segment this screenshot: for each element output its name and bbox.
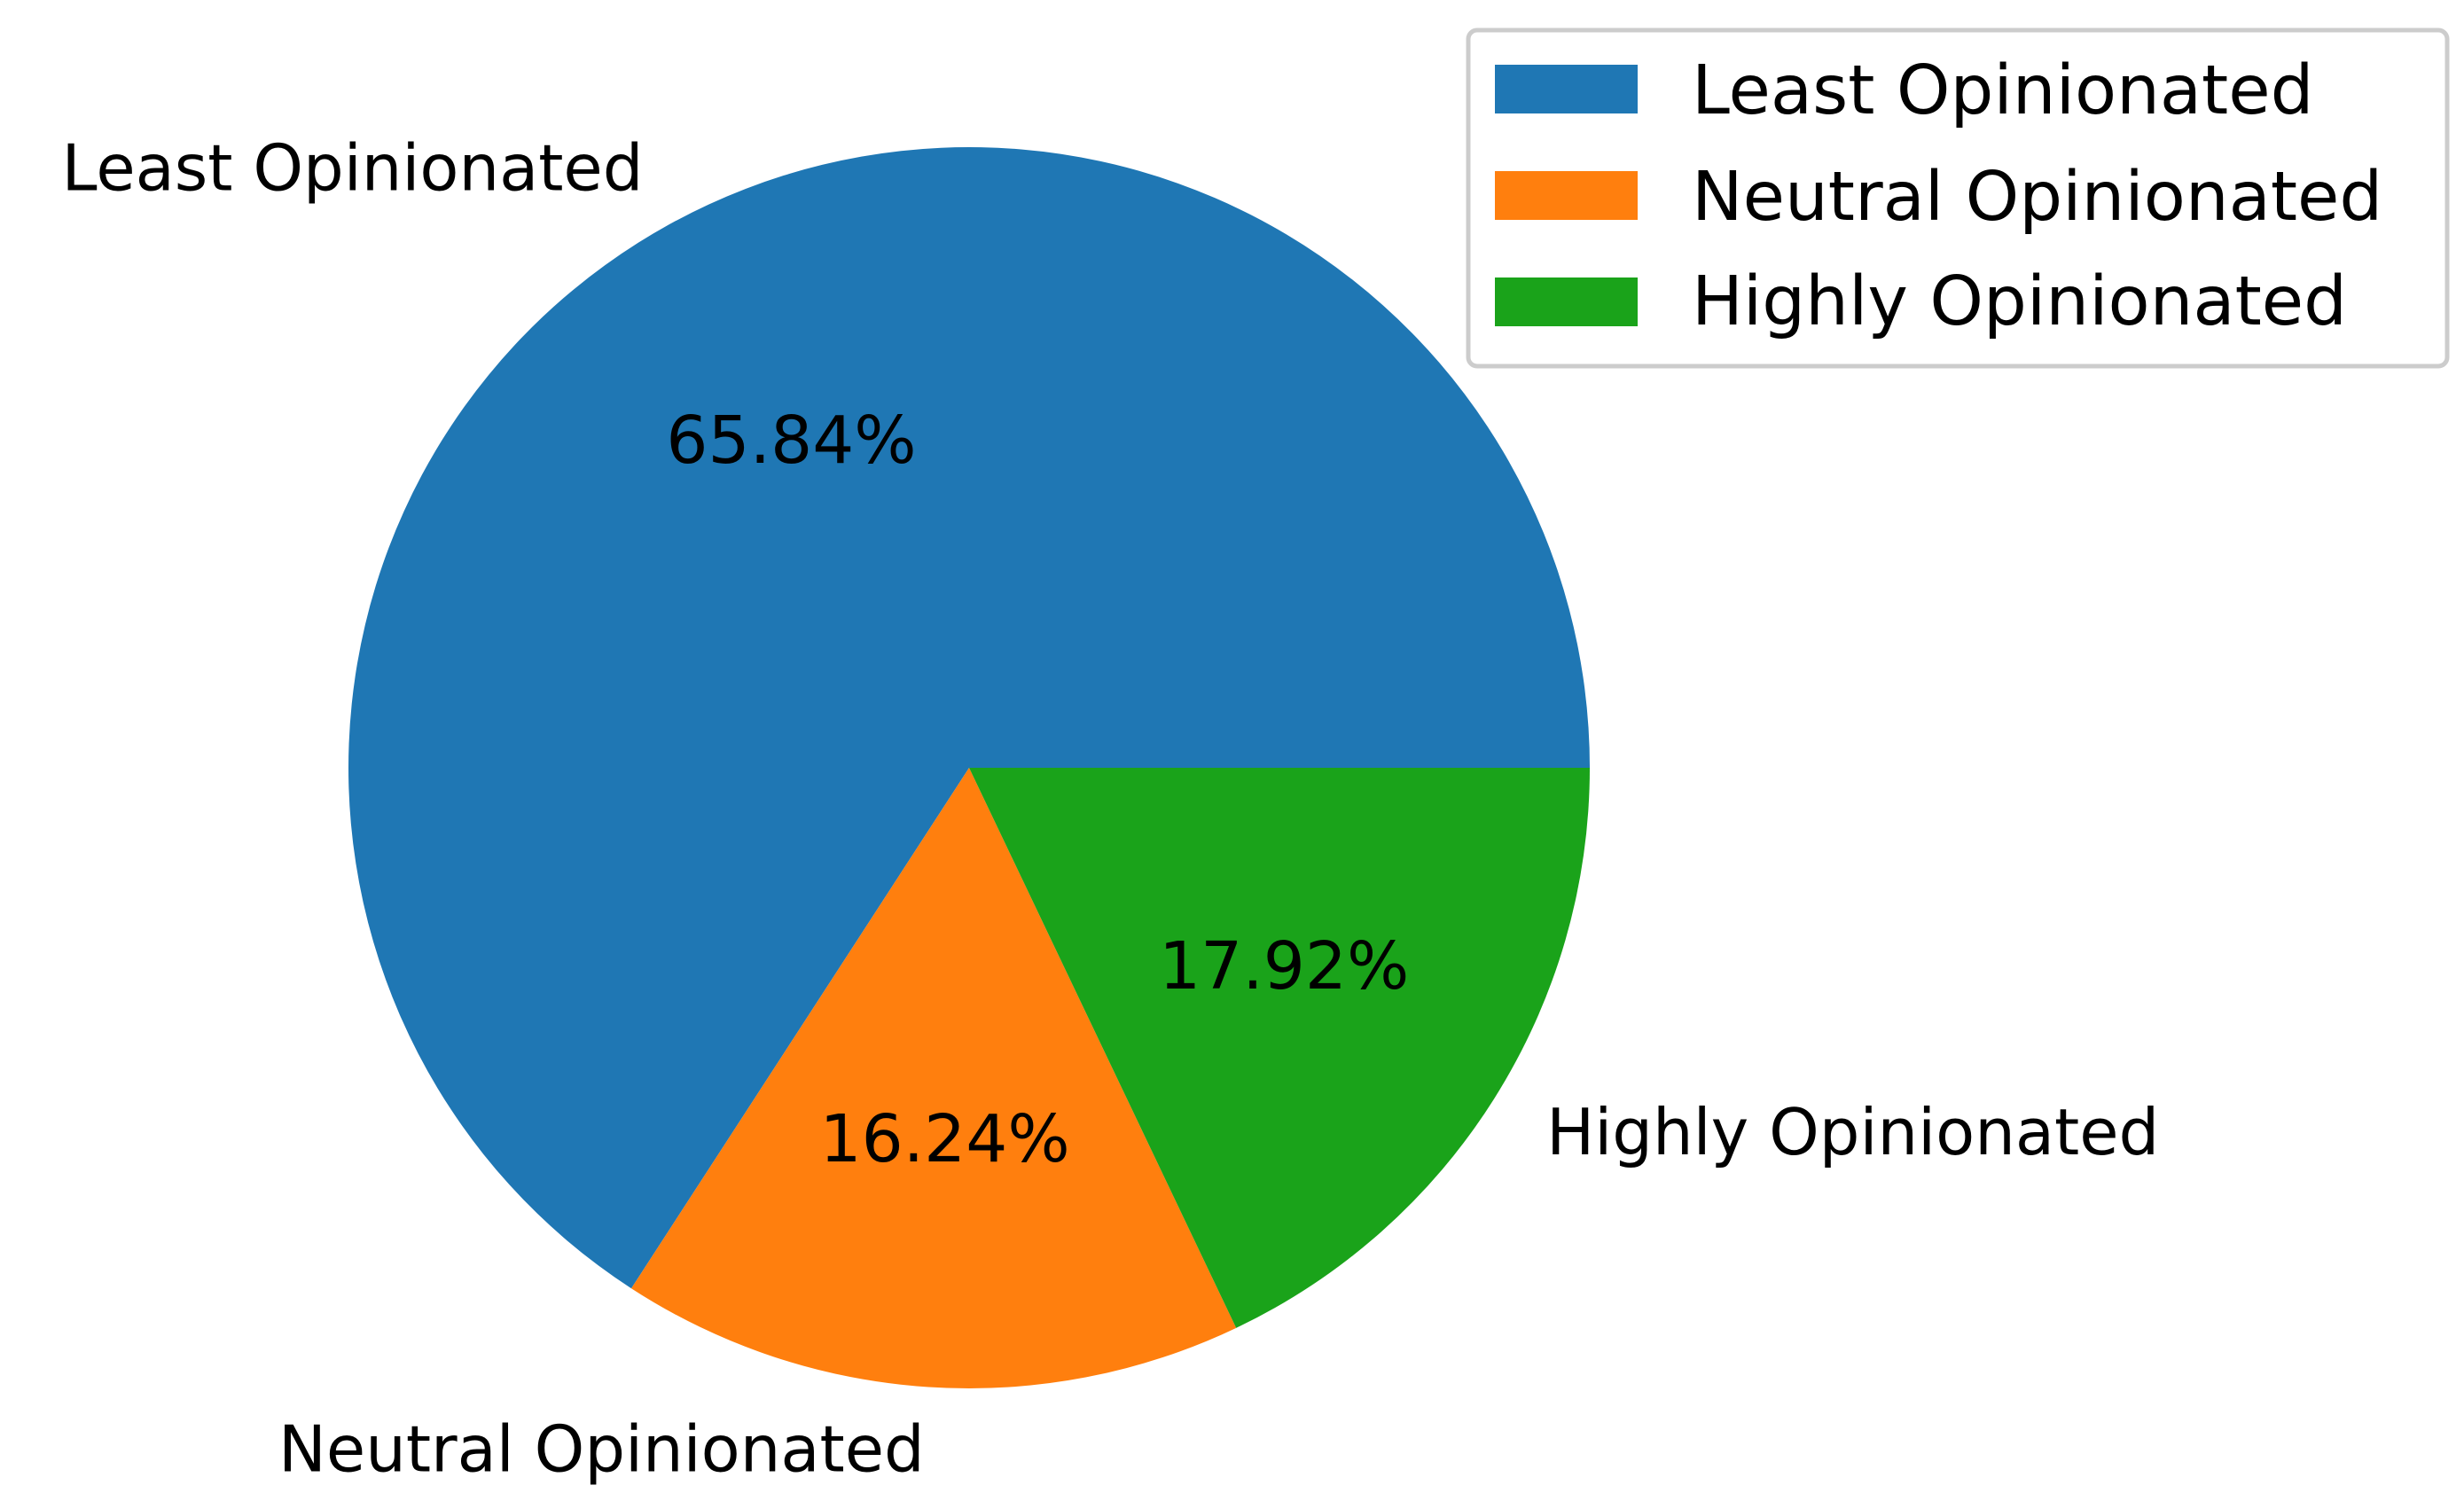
legend-swatch [1495, 277, 1638, 326]
percent-labels: 65.84% 16.24% 17.92% [666, 403, 1409, 1177]
slice-percent-label: 16.24% [819, 1101, 1069, 1177]
slice-labels: Least Opinionated Neutral Opinionated High… [61, 130, 2159, 1486]
slice-percent-label: 17.92% [1159, 928, 1409, 1004]
legend-label: Least Opinionated [1692, 51, 2314, 130]
pie-slice [969, 768, 1590, 1328]
slice-outer-label: Highly Opinionated [1546, 1095, 2159, 1169]
legend: Least Opinionated Neutral Opinionated Hi… [1466, 27, 2450, 369]
pie-slice [348, 146, 1591, 1289]
slice-percent-label: 65.84% [666, 403, 916, 479]
slice-outer-label: Neutral Opinionated [278, 1411, 925, 1486]
legend-frame [1466, 27, 2450, 369]
pie-slices [348, 146, 1591, 1388]
slice-outer-label: Least Opinionated [61, 130, 643, 205]
legend-swatch [1495, 171, 1638, 220]
pie-slice [630, 768, 1237, 1388]
legend-label: Highly Opinionated [1692, 262, 2347, 341]
legend-label: Neutral Opinionated [1692, 158, 2382, 237]
legend-swatch [1495, 65, 1638, 113]
